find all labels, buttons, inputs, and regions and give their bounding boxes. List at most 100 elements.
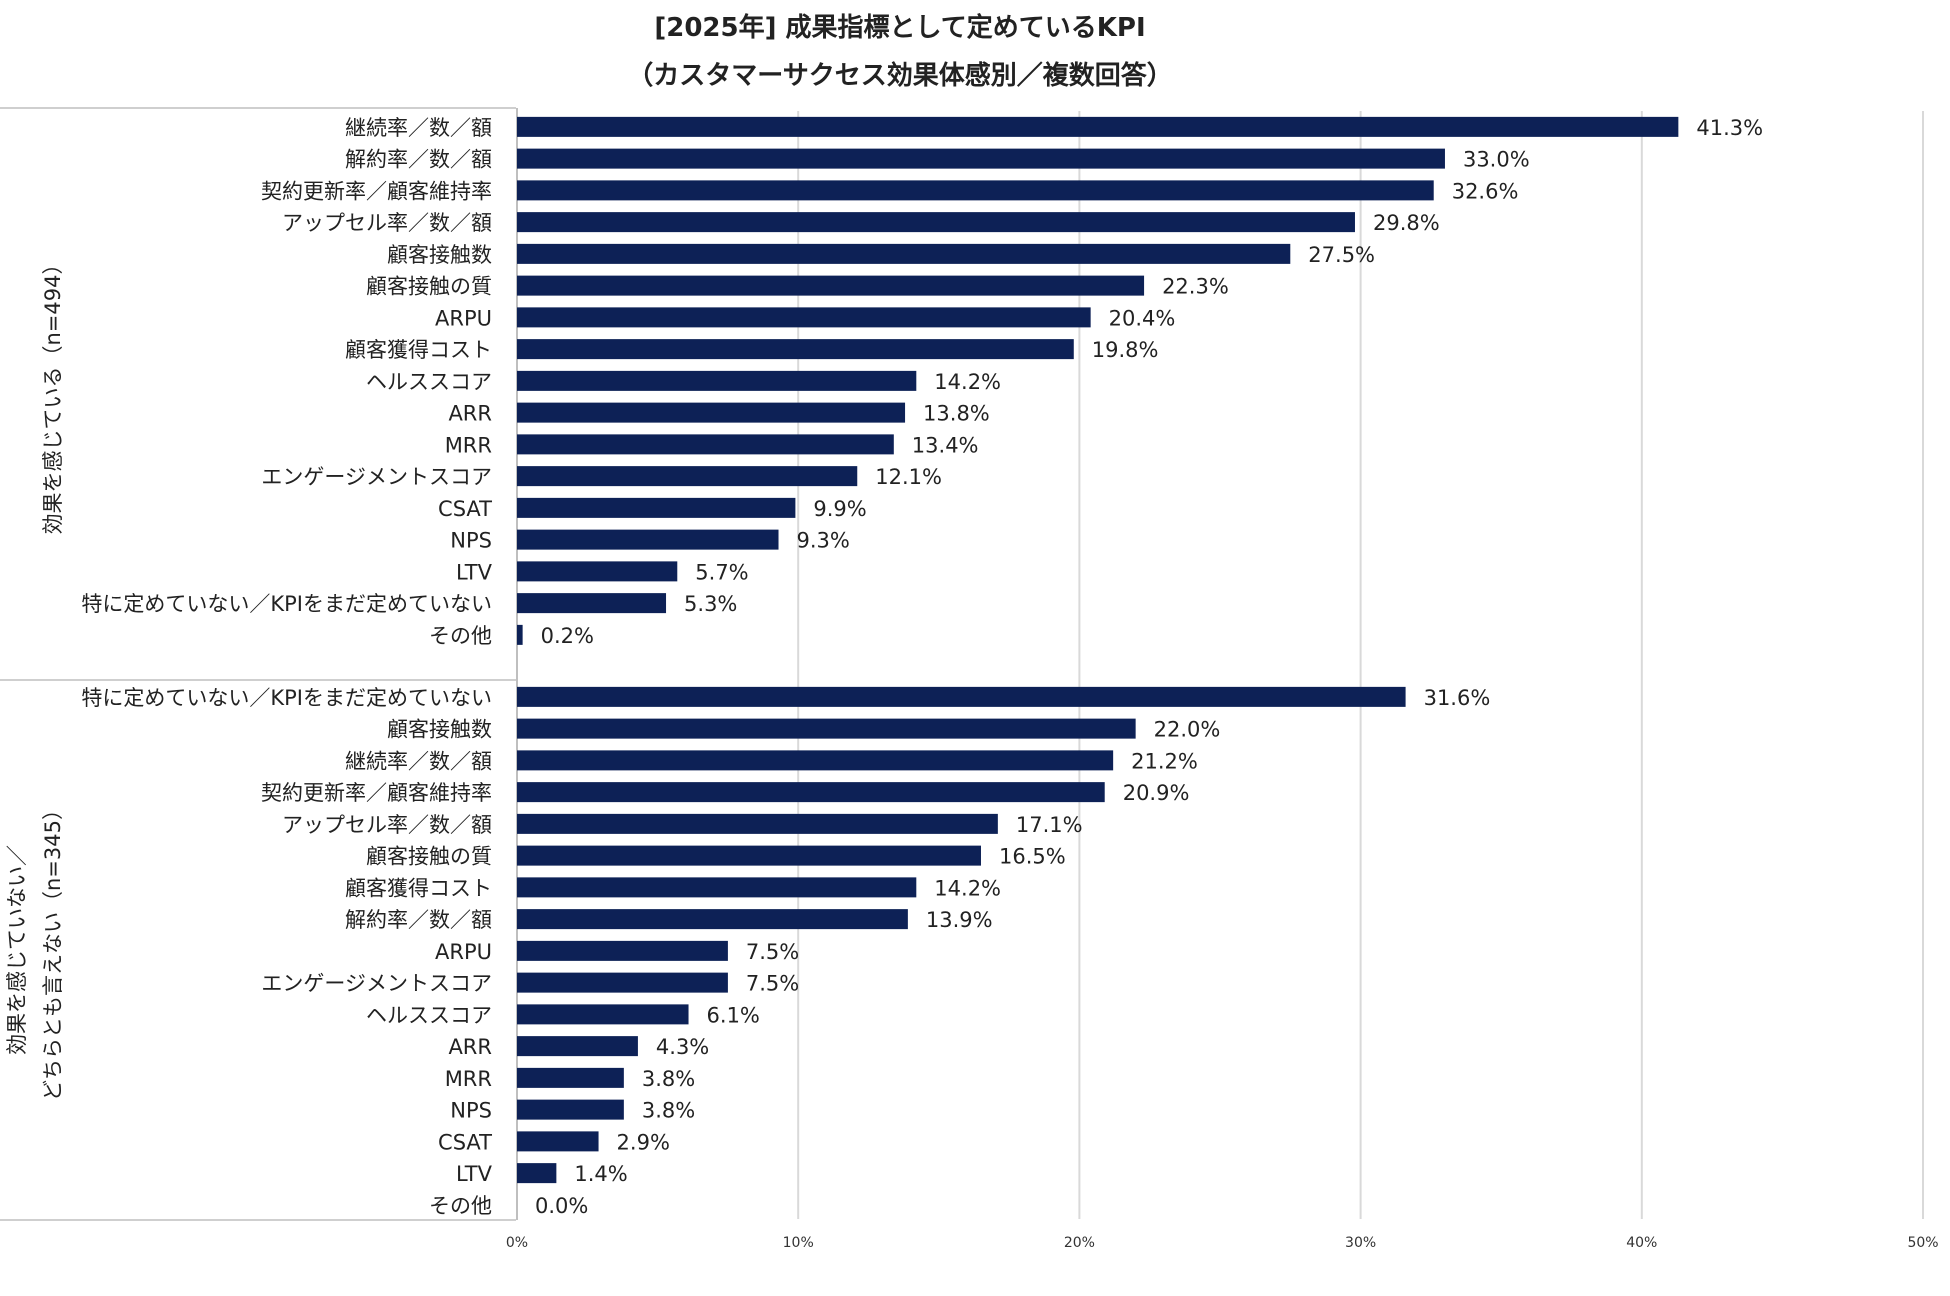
bar (517, 307, 1091, 328)
bar (517, 940, 728, 961)
value-label: 20.9% (1123, 781, 1190, 805)
value-label: 9.3% (797, 529, 850, 553)
value-label: 0.0% (535, 1194, 588, 1218)
category-label: 特に定めていない／KPIをまだ定めていない (81, 686, 492, 710)
bar (517, 1004, 689, 1025)
value-label: 22.3% (1162, 275, 1229, 299)
value-label: 5.7% (695, 560, 748, 584)
bar (517, 718, 1136, 739)
category-label: 顧客獲得コスト (345, 876, 492, 900)
category-label: アップセル率／数／額 (282, 211, 492, 235)
bar (517, 686, 1406, 707)
x-tick-label: 40% (1626, 1235, 1657, 1251)
value-label: 29.8% (1373, 211, 1440, 235)
bar (517, 148, 1445, 169)
bar (517, 750, 1114, 771)
category-label: NPS (450, 529, 492, 553)
value-label: 13.4% (912, 433, 979, 457)
bar (517, 116, 1679, 137)
category-label: MRR (445, 433, 492, 457)
group-label: 効果を感じている（n=494） (41, 254, 65, 535)
value-label: 41.3% (1696, 116, 1763, 140)
bar (517, 212, 1355, 233)
x-tick-label: 30% (1345, 1235, 1376, 1251)
value-label: 17.1% (1016, 813, 1083, 837)
value-label: 14.2% (934, 876, 1001, 900)
bar (517, 593, 667, 614)
x-tick-label: 10% (783, 1235, 814, 1251)
bar (517, 1036, 638, 1057)
bar (517, 529, 779, 550)
bar (517, 497, 796, 518)
bar (517, 275, 1145, 296)
bar (517, 624, 523, 645)
category-label: ヘルススコア (366, 370, 492, 394)
category-label: 契約更新率／顧客維持率 (261, 179, 492, 203)
category-label: ARR (448, 1035, 492, 1059)
category-label: 継続率／数／額 (345, 749, 492, 773)
category-label: アップセル率／数／額 (282, 813, 492, 837)
category-label: 顧客獲得コスト (345, 338, 492, 362)
bar (517, 370, 917, 391)
category-label: その他 (429, 1194, 492, 1218)
value-label: 1.4% (574, 1162, 627, 1186)
value-label: 5.3% (684, 592, 737, 616)
category-label: エンゲージメントスコア (261, 465, 492, 489)
x-tick-label: 20% (1064, 1235, 1095, 1251)
category-label: 解約率／数／額 (345, 908, 492, 932)
value-label: 20.4% (1109, 306, 1176, 330)
value-label: 21.2% (1131, 749, 1198, 773)
value-label: 16.5% (999, 845, 1066, 869)
bar (517, 1067, 624, 1088)
bar (517, 561, 678, 582)
category-label: 顧客接触数 (387, 718, 492, 742)
category-label: 解約率／数／額 (345, 148, 492, 172)
category-label: 顧客接触の質 (366, 845, 492, 869)
value-label: 22.0% (1154, 718, 1221, 742)
value-label: 32.6% (1452, 179, 1519, 203)
bar (517, 466, 858, 487)
value-label: 19.8% (1092, 338, 1159, 362)
category-label: ヘルススコア (366, 1003, 492, 1027)
chart-title: [2025年] 成果指標として定めているKPI (654, 12, 1145, 43)
category-label: LTV (456, 1162, 493, 1186)
category-label: LTV (456, 560, 493, 584)
bar (517, 877, 917, 898)
group-label-line-1: 効果を感じていない／ (5, 845, 29, 1055)
bar (517, 243, 1291, 264)
bar (517, 813, 998, 834)
category-label: CSAT (438, 1130, 492, 1154)
value-label: 0.2% (541, 624, 594, 648)
category-label: ARR (448, 402, 492, 426)
bar (517, 782, 1105, 803)
value-label: 7.5% (746, 972, 799, 996)
value-label: 27.5% (1308, 243, 1375, 267)
category-label: エンゲージメントスコア (261, 972, 492, 996)
value-label: 13.8% (923, 402, 990, 426)
category-label: 顧客接触の質 (366, 275, 492, 299)
category-label: 顧客接触数 (387, 243, 492, 267)
value-label: 7.5% (746, 940, 799, 964)
category-label: 特に定めていない／KPIをまだ定めていない (81, 592, 492, 616)
chart-subtitle: （カスタマーサクセス効果体感別／複数回答） (627, 60, 1172, 91)
bar (517, 845, 981, 866)
bar (517, 180, 1434, 201)
value-label: 13.9% (926, 908, 993, 932)
value-label: 9.9% (813, 497, 866, 521)
value-label: 33.0% (1463, 148, 1530, 172)
value-label: 14.2% (934, 370, 1001, 394)
group-label-line-2: どちらとも言えない（n=345） (41, 799, 65, 1101)
bar (517, 434, 894, 455)
x-tick-label: 50% (1907, 1235, 1938, 1251)
value-label: 2.9% (617, 1130, 670, 1154)
bar (517, 1099, 624, 1120)
category-label: NPS (450, 1099, 492, 1123)
value-label: 31.6% (1424, 686, 1491, 710)
category-label: CSAT (438, 497, 492, 521)
value-label: 12.1% (875, 465, 942, 489)
value-label: 6.1% (707, 1003, 760, 1027)
category-label: MRR (445, 1067, 492, 1091)
value-label: 3.8% (642, 1099, 695, 1123)
category-label: 継続率／数／額 (345, 116, 492, 140)
value-label: 4.3% (656, 1035, 709, 1059)
